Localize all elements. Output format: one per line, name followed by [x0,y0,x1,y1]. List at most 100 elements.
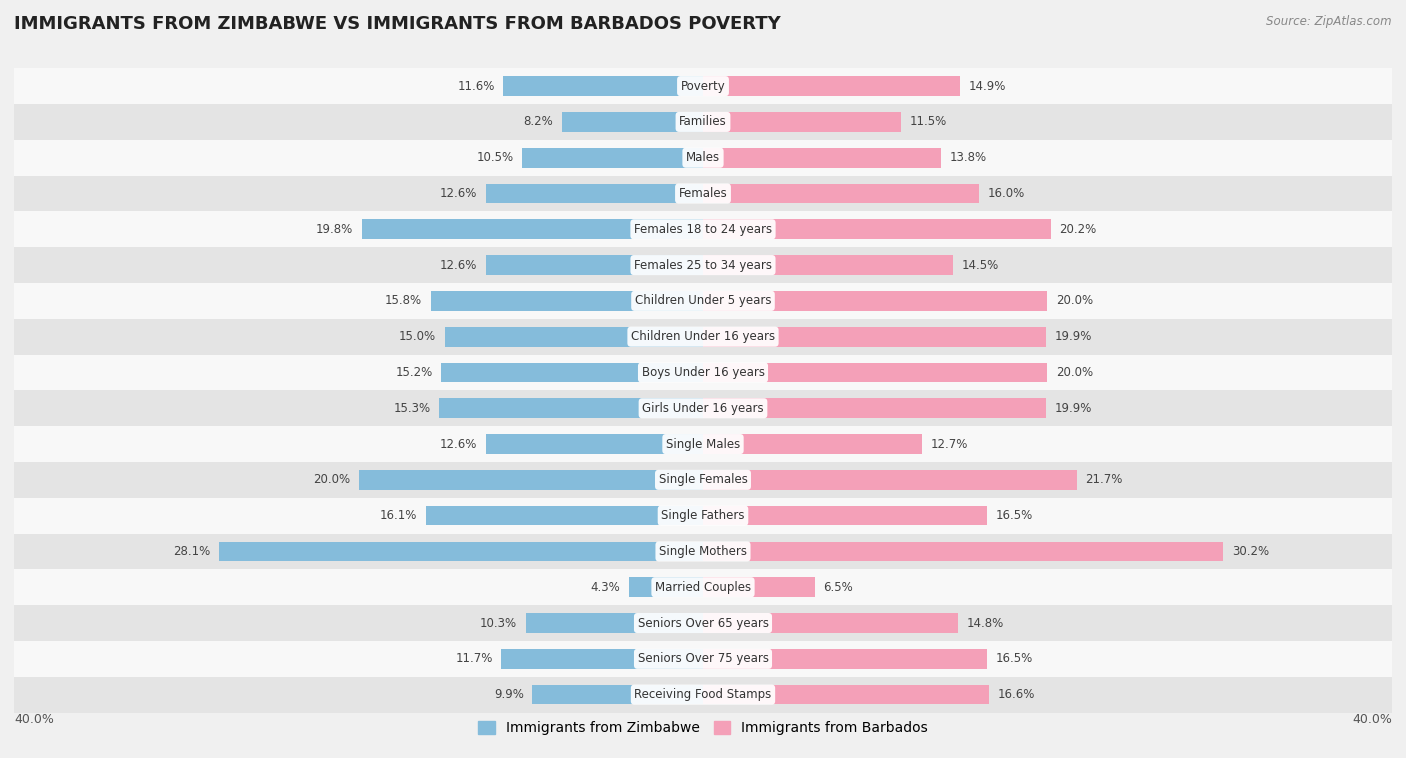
Text: Males: Males [686,151,720,164]
Text: Children Under 16 years: Children Under 16 years [631,330,775,343]
Text: 20.0%: 20.0% [1056,366,1094,379]
Bar [14,677,1392,713]
Text: 20.0%: 20.0% [312,473,350,487]
Text: 28.1%: 28.1% [173,545,211,558]
Text: 12.6%: 12.6% [440,187,478,200]
Bar [14,498,1392,534]
Text: 16.1%: 16.1% [380,509,418,522]
Bar [14,569,1392,605]
Text: Seniors Over 65 years: Seniors Over 65 years [637,616,769,630]
Bar [703,684,988,704]
Bar [526,613,703,633]
Bar [703,649,987,669]
Text: 20.0%: 20.0% [1056,294,1094,308]
Bar [14,390,1392,426]
Text: Single Males: Single Males [666,437,740,450]
Bar [703,506,987,525]
Text: Girls Under 16 years: Girls Under 16 years [643,402,763,415]
Bar [14,68,1392,104]
Bar [440,399,703,418]
Legend: Immigrants from Zimbabwe, Immigrants from Barbados: Immigrants from Zimbabwe, Immigrants fro… [472,716,934,741]
Text: Boys Under 16 years: Boys Under 16 years [641,366,765,379]
Text: Poverty: Poverty [681,80,725,92]
Text: Females 25 to 34 years: Females 25 to 34 years [634,258,772,271]
Bar [703,434,922,454]
Bar [14,139,1392,176]
Text: 11.6%: 11.6% [457,80,495,92]
Bar [703,362,1047,382]
Bar [426,506,703,525]
Text: 15.8%: 15.8% [385,294,422,308]
Text: 10.3%: 10.3% [479,616,517,630]
Text: 40.0%: 40.0% [1353,713,1392,725]
Bar [14,104,1392,139]
Text: 4.3%: 4.3% [591,581,620,594]
Bar [533,684,703,704]
Text: Children Under 5 years: Children Under 5 years [634,294,772,308]
Text: Females: Females [679,187,727,200]
Text: 21.7%: 21.7% [1085,473,1123,487]
Bar [14,462,1392,498]
Bar [430,291,703,311]
Bar [361,220,703,239]
Bar [703,148,941,168]
Bar [628,578,703,597]
Bar [703,542,1223,561]
Bar [444,327,703,346]
Bar [359,470,703,490]
Bar [703,613,957,633]
Bar [703,112,901,132]
Text: 14.9%: 14.9% [969,80,1005,92]
Text: 19.9%: 19.9% [1054,330,1091,343]
Text: 6.5%: 6.5% [824,581,853,594]
Text: 30.2%: 30.2% [1232,545,1268,558]
Bar [14,426,1392,462]
Bar [14,211,1392,247]
Text: Seniors Over 75 years: Seniors Over 75 years [637,653,769,666]
Bar [703,220,1050,239]
Bar [503,77,703,96]
Text: 14.8%: 14.8% [966,616,1004,630]
Bar [703,399,1046,418]
Text: 10.5%: 10.5% [477,151,513,164]
Bar [14,247,1392,283]
Text: Single Females: Single Females [658,473,748,487]
Bar [703,77,960,96]
Text: Receiving Food Stamps: Receiving Food Stamps [634,688,772,701]
Bar [703,327,1046,346]
Bar [486,434,703,454]
Bar [502,649,703,669]
Text: 19.8%: 19.8% [316,223,353,236]
Text: Source: ZipAtlas.com: Source: ZipAtlas.com [1267,15,1392,28]
Text: 16.5%: 16.5% [995,653,1033,666]
Text: 12.6%: 12.6% [440,258,478,271]
Bar [703,578,815,597]
Text: 11.7%: 11.7% [456,653,494,666]
Text: 9.9%: 9.9% [494,688,524,701]
Bar [14,176,1392,211]
Text: 19.9%: 19.9% [1054,402,1091,415]
Text: 16.5%: 16.5% [995,509,1033,522]
Text: 12.6%: 12.6% [440,437,478,450]
Text: 12.7%: 12.7% [931,437,967,450]
Text: 16.6%: 16.6% [997,688,1035,701]
Bar [562,112,703,132]
Text: 15.2%: 15.2% [395,366,433,379]
Bar [14,641,1392,677]
Bar [486,255,703,275]
Text: 14.5%: 14.5% [962,258,998,271]
Text: 20.2%: 20.2% [1060,223,1097,236]
Bar [14,319,1392,355]
Text: 13.8%: 13.8% [949,151,987,164]
Bar [522,148,703,168]
Text: 11.5%: 11.5% [910,115,946,128]
Text: Single Fathers: Single Fathers [661,509,745,522]
Bar [14,355,1392,390]
Text: 15.0%: 15.0% [399,330,436,343]
Bar [486,183,703,203]
Text: Females 18 to 24 years: Females 18 to 24 years [634,223,772,236]
Bar [14,283,1392,319]
Text: Families: Families [679,115,727,128]
Text: Married Couples: Married Couples [655,581,751,594]
Bar [703,291,1047,311]
